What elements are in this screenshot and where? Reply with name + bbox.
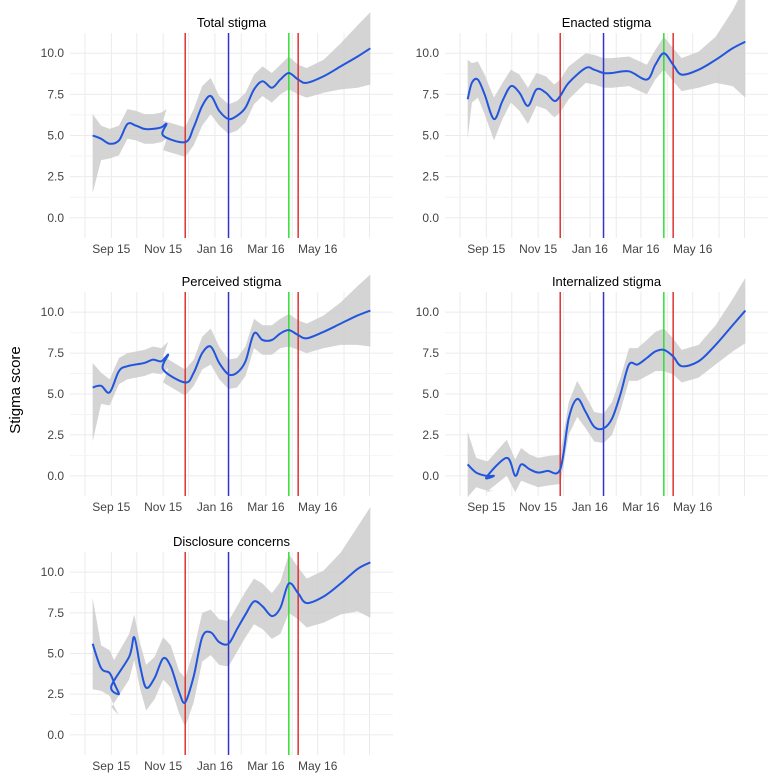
x-tick-label: Mar 16 [247,500,285,514]
x-tick-label: Mar 16 [247,759,285,773]
confidence-band [467,0,746,141]
y-tick-label: 7.5 [47,87,64,101]
series-line [92,47,371,145]
panel-3: 0.0 2.5 5.0 7.5 10.0 Sep 15 Nov 15 Jan 16 Mar 16… [41,274,393,514]
y-tick-label: 2.5 [422,170,439,184]
x-tick-label: May 16 [673,500,713,514]
panel-2: 0.0 2.5 5.0 7.5 10.0 Sep 15 Nov 15 Jan 16 Mar 16… [416,0,768,256]
x-tick-label: Sep 15 [467,500,505,514]
confidence-band [92,12,371,194]
confidence-band [467,277,746,498]
y-tick-label: 7.5 [422,346,439,360]
y-tick-label: 5.0 [47,647,64,661]
y-tick-label: 10.0 [416,46,440,60]
panel-title: Total stigma [197,15,267,30]
x-tick-label: Mar 16 [622,242,660,256]
y-tick-label: 7.5 [422,87,439,101]
x-tick-label: May 16 [673,242,713,256]
series-line [466,40,746,121]
panel-1: 0.0 2.5 5.0 7.5 10.0 Sep 15 Nov 15 Jan 16 Mar 16… [41,12,393,256]
y-tick-label: 5.0 [422,129,439,143]
y-tick-label: 0.0 [47,469,64,483]
y-tick-label: 5.0 [422,387,439,401]
panel-4: 0.0 2.5 5.0 7.5 10.0 Sep 15 Nov 15 Jan 16 Mar 16… [416,274,768,514]
y-tick-label: 2.5 [422,428,439,442]
confidence-band [92,274,371,442]
panel-title: Perceived stigma [182,274,282,289]
y-tick-label: 2.5 [47,687,64,701]
x-tick-label: Nov 15 [144,242,182,256]
y-tick-label: 10.0 [41,565,65,579]
y-tick-label: 0.0 [47,211,64,225]
x-tick-label: Sep 15 [92,242,130,256]
y-tick-label: 0.0 [422,211,439,225]
x-tick-label: Jan 16 [197,759,233,773]
x-tick-label: Jan 16 [572,242,608,256]
y-tick-label: 2.5 [47,170,64,184]
confidence-band [92,507,371,727]
panel-title: Disclosure concerns [173,534,291,549]
y-tick-label: 10.0 [41,305,65,319]
y-tick-label: 7.5 [47,606,64,620]
x-tick-label: Jan 16 [197,500,233,514]
y-tick-label: 0.0 [47,728,64,742]
x-tick-label: May 16 [298,242,338,256]
x-tick-label: Mar 16 [622,500,660,514]
series-line [466,309,747,480]
x-tick-label: Jan 16 [197,242,233,256]
y-tick-label: 2.5 [47,428,64,442]
panel-title: Internalized stigma [552,274,662,289]
x-tick-label: May 16 [298,500,338,514]
panel-5: 0.0 2.5 5.0 7.5 10.0 Sep 15 Nov 15 Jan 16 Mar 16… [41,507,393,773]
y-tick-label: 7.5 [47,346,64,360]
x-tick-label: Sep 15 [467,242,505,256]
y-tick-label: 10.0 [41,46,65,60]
x-tick-label: Nov 15 [144,500,182,514]
x-tick-label: Nov 15 [144,759,182,773]
panel-title: Enacted stigma [562,15,652,30]
x-tick-label: May 16 [298,759,338,773]
series-line [92,309,371,394]
series-line [91,561,371,704]
y-tick-label: 0.0 [422,469,439,483]
y-tick-label: 5.0 [47,129,64,143]
x-tick-label: Sep 15 [92,500,130,514]
y-tick-label: 10.0 [416,305,440,319]
y-tick-label: 5.0 [47,387,64,401]
x-tick-label: Nov 15 [519,242,557,256]
y-axis-label: Stigma score [7,346,24,434]
x-tick-label: Mar 16 [247,242,285,256]
x-tick-label: Nov 15 [519,500,557,514]
x-tick-label: Jan 16 [572,500,608,514]
x-tick-label: Sep 15 [92,759,130,773]
